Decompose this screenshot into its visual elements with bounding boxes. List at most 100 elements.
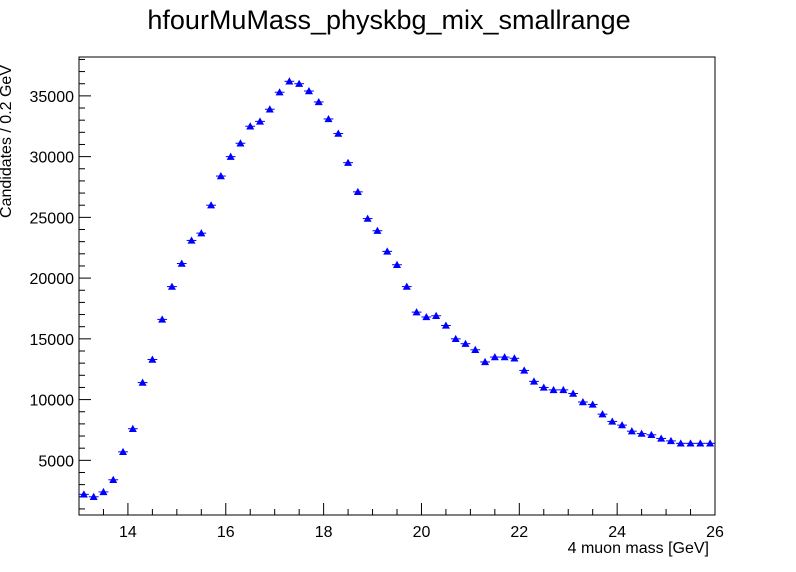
data-point: [411, 308, 422, 316]
data-point: [401, 282, 412, 290]
data-point: [460, 339, 471, 347]
triangle-marker: [167, 282, 176, 290]
data-point: [215, 172, 226, 180]
triangle-marker: [647, 430, 656, 439]
data-point: [98, 487, 109, 496]
data-point: [666, 436, 676, 445]
x-tick-label: 24: [608, 524, 626, 541]
triangle-marker: [657, 434, 666, 442]
data-point: [88, 492, 99, 500]
data-point: [157, 315, 168, 323]
triangle-marker: [598, 410, 607, 418]
data-point: [587, 400, 598, 408]
triangle-marker: [618, 421, 627, 429]
y-axis-label: Candidates / 0.2 GeV: [0, 65, 15, 218]
y-tick-label: 15000: [30, 332, 75, 349]
data-point: [636, 429, 647, 437]
data-point: [675, 439, 686, 447]
data-point: [186, 236, 197, 244]
y-tick-label: 25000: [30, 210, 75, 227]
triangle-marker: [285, 77, 294, 85]
data-point: [431, 311, 442, 319]
data-point: [176, 259, 187, 267]
data-point: [167, 282, 177, 290]
triangle-marker: [441, 321, 450, 329]
data-point: [470, 345, 481, 353]
data-point: [499, 353, 510, 361]
data-point: [578, 398, 588, 406]
triangle-marker: [246, 122, 255, 130]
data-point: [118, 447, 128, 456]
data-point: [235, 139, 246, 147]
chart-title: hfourMuMass_physkbg_mix_smallrange: [147, 5, 630, 35]
x-tick-label: 16: [217, 524, 235, 541]
data-point: [264, 105, 275, 113]
triangle-marker: [559, 385, 568, 394]
triangle-marker: [696, 439, 705, 447]
triangle-marker: [529, 377, 538, 385]
data-point: [489, 353, 500, 361]
triangle-marker: [138, 378, 147, 386]
triangle-marker: [578, 398, 587, 406]
triangle-marker: [128, 424, 137, 432]
triangle-marker: [109, 475, 118, 483]
triangle-marker: [637, 429, 646, 437]
triangle-marker: [197, 229, 206, 237]
triangle-marker: [402, 282, 411, 290]
data-point: [548, 385, 559, 394]
triangle-marker: [265, 105, 274, 113]
triangle-marker: [569, 389, 578, 397]
data-point: [323, 114, 334, 123]
data-point: [372, 226, 383, 234]
triangle-marker: [89, 492, 98, 500]
data-point: [343, 158, 353, 166]
triangle-marker: [373, 226, 382, 234]
triangle-marker: [148, 355, 157, 363]
data-point: [313, 97, 324, 106]
data-point: [558, 385, 569, 394]
y-tick-label: 10000: [30, 393, 75, 410]
data-point: [480, 357, 490, 366]
data-point: [196, 229, 207, 237]
triangle-marker: [461, 339, 470, 347]
data-point: [617, 421, 627, 429]
triangle-marker: [588, 400, 597, 408]
triangle-marker: [500, 353, 509, 361]
triangle-marker: [226, 152, 235, 160]
data-point: [626, 427, 637, 435]
data-point: [333, 129, 344, 137]
triangle-marker: [686, 439, 695, 447]
x-axis-label: 4 muon mass [GeV]: [568, 540, 709, 557]
x-axis: 14 16 18 20 22 24 26: [78, 503, 724, 541]
data-point: [147, 355, 158, 363]
y-tick-label: 30000: [30, 150, 75, 167]
triangle-marker: [510, 354, 519, 362]
triangle-marker: [383, 247, 392, 255]
triangle-marker: [304, 87, 313, 95]
triangle-marker: [363, 214, 372, 222]
triangle-marker: [119, 447, 128, 456]
triangle-marker: [676, 439, 685, 447]
triangle-marker: [520, 366, 529, 374]
triangle-marker: [549, 385, 558, 394]
triangle-marker: [236, 139, 245, 147]
data-point: [392, 260, 402, 268]
data-point: [441, 321, 451, 329]
triangle-marker: [539, 383, 548, 391]
x-tick-label: 14: [119, 524, 137, 541]
data-point: [597, 410, 608, 418]
data-point: [695, 439, 706, 447]
triangle-marker: [627, 427, 636, 435]
triangle-marker: [666, 436, 675, 445]
data-point: [646, 430, 657, 439]
triangle-marker: [79, 490, 88, 498]
triangle-marker: [412, 308, 421, 316]
data-point: [529, 377, 539, 385]
data-point: [568, 389, 579, 397]
data-point: [274, 88, 285, 96]
data-point: [137, 378, 148, 386]
data-point: [294, 79, 305, 87]
data-point: [225, 152, 236, 160]
y-tick-label: 35000: [30, 89, 75, 106]
